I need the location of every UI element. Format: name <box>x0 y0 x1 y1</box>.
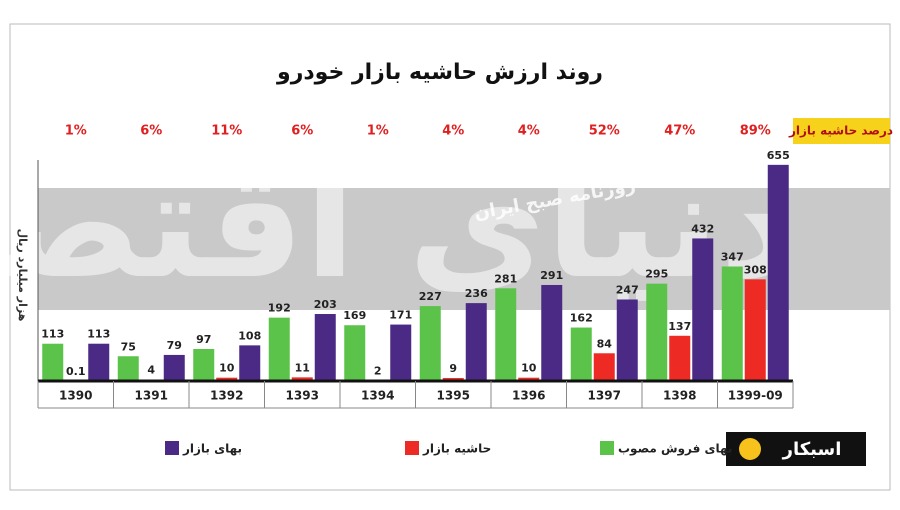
legend-label: بهای فروش مصوب <box>618 442 732 457</box>
badge-label: درصد حاشیه بازار <box>788 124 893 138</box>
x-tick-label: 1398 <box>663 389 696 403</box>
chart-title: روند ارزش حاشیه بازار خودرو <box>276 60 603 85</box>
bar <box>745 279 766 381</box>
bar <box>164 355 185 381</box>
value-label: 84 <box>597 337 613 350</box>
watermark: دنیای اقتصاد <box>0 138 796 312</box>
value-label: 113 <box>41 328 64 341</box>
bar <box>88 344 109 381</box>
x-tick-label: 1392 <box>210 389 243 403</box>
percent-label: 4% <box>442 124 464 139</box>
bar <box>646 284 667 381</box>
bar <box>571 328 592 381</box>
bar <box>344 325 365 381</box>
value-label: 108 <box>238 329 261 342</box>
bar <box>541 285 562 381</box>
value-label: 308 <box>744 263 767 276</box>
percent-label: 11% <box>211 124 242 139</box>
value-label: 10 <box>219 362 235 375</box>
value-label: 247 <box>616 283 639 296</box>
bar <box>768 165 789 381</box>
brand-icon <box>739 438 761 460</box>
value-label: 203 <box>314 298 337 311</box>
value-label: 79 <box>167 339 182 352</box>
value-label: 291 <box>540 269 563 282</box>
percent-label: 6% <box>140 124 162 139</box>
bar <box>722 266 743 381</box>
legend-swatch <box>600 441 614 455</box>
x-tick-label: 1390 <box>59 389 92 403</box>
value-label: 227 <box>419 290 442 303</box>
bar <box>390 325 411 381</box>
legend-swatch <box>165 441 179 455</box>
value-label: 169 <box>343 309 366 322</box>
bar <box>239 345 260 381</box>
value-label: 2 <box>374 364 382 377</box>
value-label: 432 <box>691 222 714 235</box>
percent-label: 1% <box>367 124 389 139</box>
percent-label: 47% <box>664 124 695 139</box>
value-label: 171 <box>389 309 412 322</box>
percent-label: 6% <box>291 124 313 139</box>
value-label: 162 <box>570 312 593 325</box>
percent-label: 52% <box>589 124 620 139</box>
value-label: 97 <box>196 333 211 346</box>
value-label: 9 <box>449 362 457 375</box>
value-label: 75 <box>121 340 136 353</box>
x-tick-label: 1396 <box>512 389 545 403</box>
bar <box>617 299 638 381</box>
bar <box>269 318 290 381</box>
value-label: 0.1 <box>66 365 86 378</box>
legend-swatch <box>405 441 419 455</box>
value-label: 295 <box>645 268 668 281</box>
bar <box>193 349 214 381</box>
x-tick-label: 1395 <box>437 389 470 403</box>
x-tick-label: 1399-09 <box>728 389 783 403</box>
percent-label: 4% <box>518 124 540 139</box>
value-label: 281 <box>494 272 517 285</box>
value-label: 4 <box>147 364 155 377</box>
bar <box>42 344 63 381</box>
value-label: 192 <box>268 302 291 315</box>
percent-label: 89% <box>740 124 771 139</box>
x-tick-label: 1391 <box>135 389 168 403</box>
value-label: 10 <box>521 362 537 375</box>
bar <box>669 336 690 381</box>
x-tick-label: 1393 <box>286 389 319 403</box>
bar <box>692 238 713 381</box>
y-axis-label: هزار میلیارد ریال <box>16 229 29 322</box>
legend-label: بهای بازار <box>182 442 242 456</box>
value-label: 11 <box>295 361 310 374</box>
value-label: 113 <box>87 328 110 341</box>
bar <box>315 314 336 381</box>
value-label: 655 <box>767 149 790 162</box>
x-tick-label: 1394 <box>361 389 394 403</box>
brand: اسبکار <box>782 439 842 460</box>
bar <box>495 288 516 381</box>
x-tick-label: 1397 <box>588 389 621 403</box>
bar <box>420 306 441 381</box>
bar <box>118 356 139 381</box>
percent-label: 1% <box>65 124 87 139</box>
bar <box>466 303 487 381</box>
value-label: 347 <box>721 250 744 263</box>
bar <box>594 353 615 381</box>
legend-label: حاشیه بازار <box>422 442 491 456</box>
value-label: 236 <box>465 287 488 300</box>
value-label: 137 <box>668 320 691 333</box>
